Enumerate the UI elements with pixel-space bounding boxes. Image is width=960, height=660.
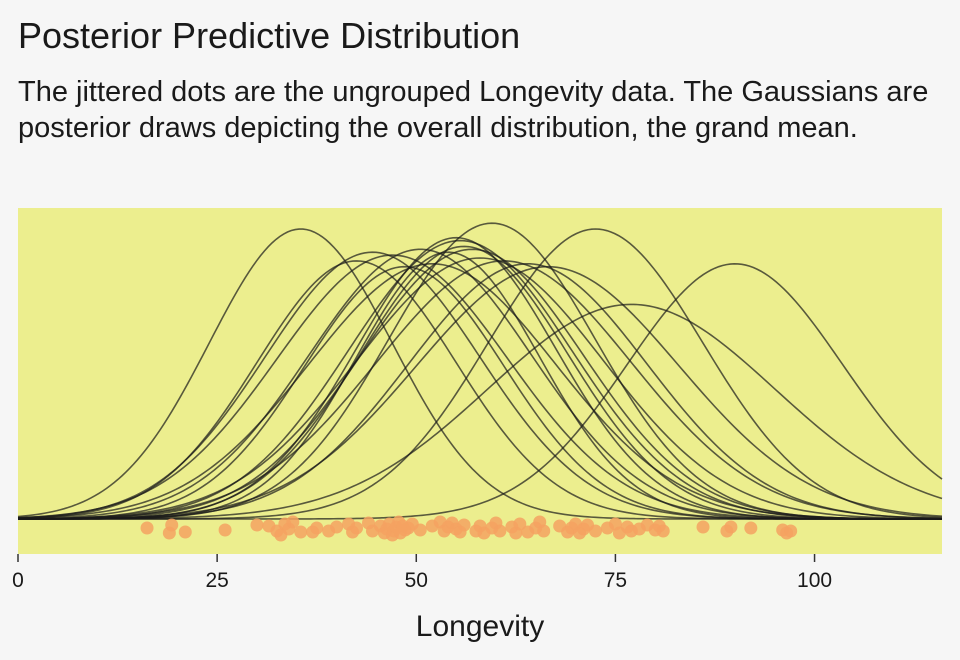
posterior-curve (17, 265, 943, 520)
posterior-curves (17, 222, 943, 520)
data-point (294, 525, 308, 539)
data-point (413, 523, 427, 537)
data-point (457, 518, 471, 532)
data-point (286, 515, 300, 529)
x-tick-label: 25 (205, 569, 228, 592)
data-points (140, 515, 798, 542)
posterior-curve (18, 263, 943, 520)
data-point (537, 524, 551, 538)
data-point (656, 524, 670, 538)
data-point (350, 521, 364, 535)
data-point (250, 518, 264, 532)
x-tick-label: 0 (12, 569, 24, 592)
data-point (310, 521, 324, 535)
data-point (140, 521, 154, 535)
posterior-curve (17, 260, 943, 520)
posterior-curve (17, 303, 943, 520)
data-point (330, 520, 344, 534)
chart-subtitle: The jittered dots are the ungrouped Long… (18, 76, 929, 144)
data-point (178, 525, 192, 539)
x-tick-label: 50 (405, 569, 428, 592)
data-point (589, 524, 602, 538)
data-point (493, 524, 507, 538)
data-point (744, 521, 758, 535)
data-point (165, 518, 179, 532)
posterior-curve (17, 239, 943, 520)
x-tick-label: 100 (797, 569, 832, 592)
data-point (724, 520, 738, 534)
data-point (784, 524, 798, 538)
data-point (513, 517, 527, 531)
x-axis-title: Longevity (416, 610, 544, 643)
x-tick-label: 75 (604, 569, 627, 592)
data-point (696, 520, 710, 534)
chart-title: Posterior Predictive Distribution (18, 15, 521, 56)
x-axis-ticks: 0 25 50 75 100 (12, 554, 832, 592)
posterior-curve (17, 257, 943, 520)
data-point (218, 523, 232, 537)
